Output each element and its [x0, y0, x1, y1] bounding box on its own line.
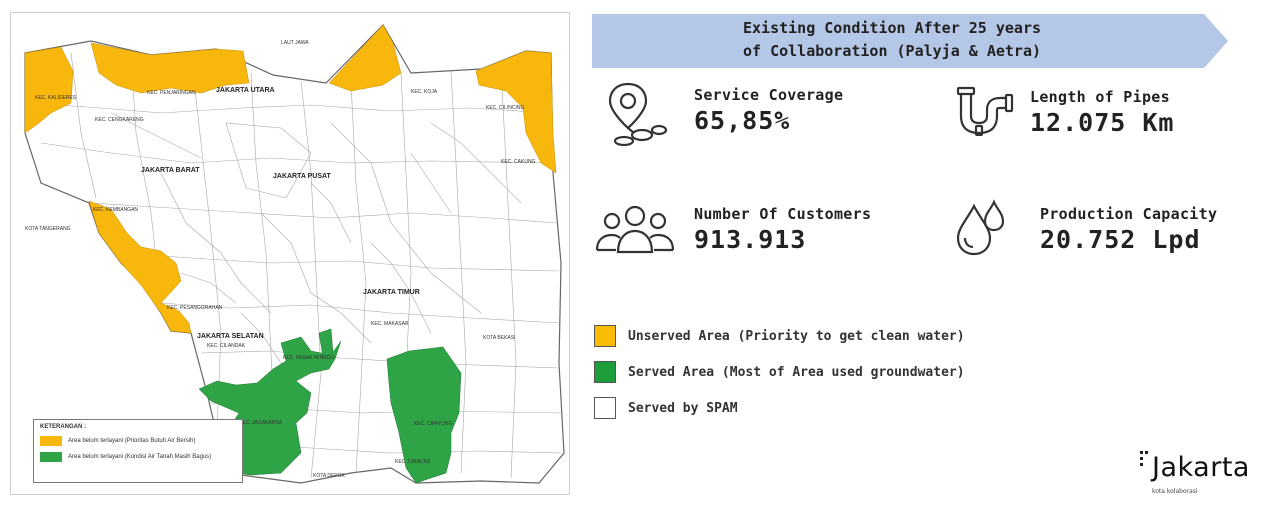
jakarta-logo-word: Jakarta [1152, 452, 1250, 483]
map-legend-served-label: Area belum terlayani (Kondisi Air Tanah … [68, 454, 212, 460]
map-label-cilincing: KEC. CILINCING [486, 105, 525, 111]
length-of-pipes-value: 12.075 Km [1030, 108, 1175, 137]
map-label-barat: JAKARTA BARAT [141, 167, 200, 174]
map-label-pasarminggu: KEC. PASAR MINGGU [283, 355, 335, 361]
key-served-label: Served Area (Most of Area used groundwat… [628, 364, 965, 380]
unserved-areas [24, 24, 557, 334]
title-banner [592, 14, 1228, 68]
map-legend-unserved-swatch [40, 436, 62, 446]
length-of-pipes-stat: Length of Pipes 12.075 Km [1030, 88, 1174, 137]
production-capacity-value: 20.752 Lpd [1040, 225, 1201, 254]
service-coverage-stat: Service Coverage 65,85% [694, 86, 843, 135]
location-pin-icon [608, 82, 668, 146]
map-label-tangerang: KOTA TANGERANG [25, 226, 71, 232]
key-served-swatch [594, 361, 616, 383]
map-label-kalideres: KEC. KALIDERES [35, 95, 77, 101]
map-legend-title: KETERANGAN : [40, 424, 86, 430]
map-label-cakung: KEC. CAKUNG [501, 159, 536, 165]
banner-line-1: Existing Condition After 25 years [742, 19, 1041, 37]
map-label-pesanggrahan: KEC. PESANGGRAHAN [167, 305, 223, 311]
production-capacity-stat: Production Capacity 20.752 Lpd [1040, 205, 1217, 254]
key-spam-swatch [594, 397, 616, 419]
map-legend: KETERANGAN : Area belum terlayani (Prior… [33, 419, 243, 483]
pipe-icon [956, 86, 1014, 136]
map-label-makasar: KEC. MAKASAR [371, 321, 409, 327]
length-of-pipes-label: Length of Pipes [1030, 88, 1170, 106]
jakarta-map: LAUT JAWA JAKARTA UTARA JAKARTA BARAT JA… [10, 12, 570, 495]
water-drops-icon [956, 199, 1005, 256]
map-legend-unserved-label: Area belum terlayani (Prioritas Butuh Ai… [68, 438, 196, 444]
map-label-bekasi: KOTA BEKASI [483, 335, 516, 341]
key-spam-label: Served by SPAM [628, 400, 738, 416]
production-capacity-label: Production Capacity [1040, 205, 1218, 223]
map-label-ciracas: KEC. CIRACAS [395, 459, 431, 465]
map-label-koja: KEC. KOJA [411, 89, 438, 95]
map-label-pusat: JAKARTA PUSAT [273, 173, 331, 180]
map-label-cipayung: KEC. CIPAYUNG [414, 421, 453, 427]
jakarta-logo-tagline: kota kolaborasi [1152, 488, 1198, 495]
map-label-jagakarsa: KEC. JAGAKARSA [239, 420, 283, 426]
customers-stat: Number Of Customers 913.913 [694, 205, 871, 254]
map-label-cilandak: KEC. CILANDAK [207, 343, 246, 349]
key-unserved: Unserved Area (Priority to get clean wat… [594, 325, 965, 347]
map-drawing [24, 24, 565, 484]
map-label-timur: JAKARTA TIMUR [363, 289, 420, 296]
service-coverage-value: 65,85% [694, 106, 791, 135]
banner-line-2: of Collaboration (Palyja & Aetra) [742, 42, 1041, 60]
key-spam: Served by SPAM [594, 397, 738, 419]
jakarta-logo-icon [1140, 451, 1148, 466]
map-label-cengkareng: KEC. CENGKARENG [95, 117, 144, 123]
service-coverage-label: Service Coverage [694, 86, 844, 104]
key-unserved-label: Unserved Area (Priority to get clean wat… [628, 328, 965, 344]
customers-label: Number Of Customers [694, 205, 872, 223]
banner-title: Existing Condition After 25 years of Col… [592, 17, 1192, 63]
customers-value: 913.913 [694, 225, 807, 254]
map-label-kembangan: KEC. KEMBANGAN [93, 207, 139, 213]
key-unserved-swatch [594, 325, 616, 347]
map-label-selatan: JAKARTA SELATAN [197, 333, 264, 340]
district-lines [30, 52, 562, 479]
key-served: Served Area (Most of Area used groundwat… [594, 361, 965, 383]
map-legend-served-swatch [40, 452, 62, 462]
map-label-laut: LAUT JAWA [281, 40, 309, 46]
map-label-penjaringan: KEC. PENJARINGAN [147, 90, 196, 96]
people-icon [595, 205, 675, 254]
map-label-depok: KOTA DEPOK [313, 473, 345, 479]
map-label-utara: JAKARTA UTARA [216, 87, 275, 94]
